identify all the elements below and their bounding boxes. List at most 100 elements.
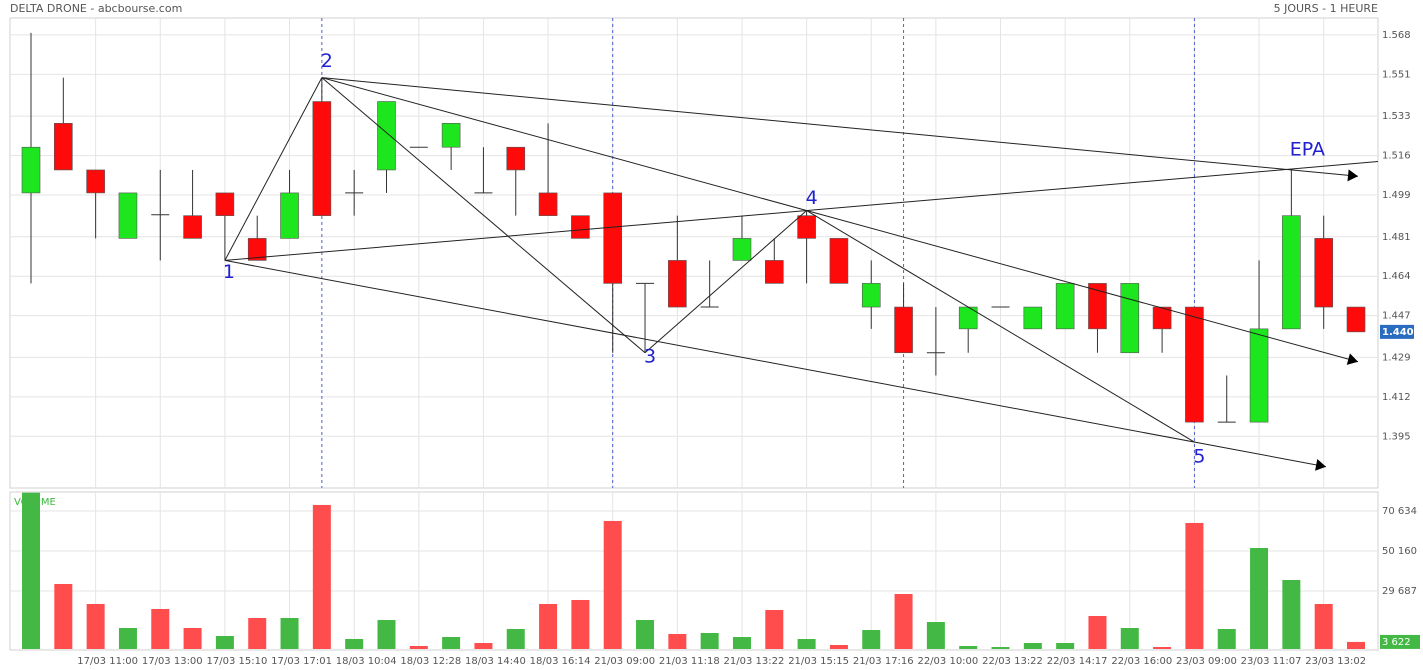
volume-bar	[636, 619, 655, 649]
x-tick-label: 22/03 14:17	[1047, 656, 1108, 667]
y-tick-label: 1.464	[1382, 271, 1411, 282]
pivot-label: 2	[321, 50, 333, 72]
pivot-label: 1	[223, 261, 235, 283]
y-tick-label: 29 687	[1382, 586, 1417, 597]
candle-body	[215, 192, 235, 216]
y-tick-label: 1.395	[1382, 431, 1411, 442]
candle-body	[1055, 283, 1075, 330]
volume-panel	[9, 491, 1379, 651]
y-tick-label: 1.412	[1382, 392, 1411, 403]
volume-bar	[118, 627, 137, 649]
volume-bar	[1314, 603, 1333, 649]
volume-bar	[183, 627, 202, 649]
y-tick-label: 1.516	[1382, 151, 1411, 162]
last-price-label: 1.440	[1382, 327, 1414, 338]
candle-body	[571, 215, 590, 239]
volume-bar	[474, 643, 493, 649]
trend-line	[321, 77, 646, 354]
x-tick-label: 17/03 15:10	[206, 656, 267, 667]
volume-bar	[1088, 615, 1107, 649]
y-tick-label: 1.429	[1382, 352, 1411, 363]
volume-bar	[506, 628, 525, 649]
volume-bar	[732, 637, 751, 649]
volume-bar	[1056, 643, 1075, 649]
candle-body	[506, 146, 526, 171]
candle-body	[1023, 306, 1043, 330]
x-tick-label: 17/03 17:01	[271, 656, 332, 667]
volume-bar	[1023, 643, 1042, 649]
volume-bar	[991, 647, 1010, 649]
x-tick-label: 22/03 10:00	[917, 656, 978, 667]
last-volume-label: 3 622	[1382, 637, 1411, 648]
trend-line	[224, 77, 323, 261]
arrow-head	[1315, 458, 1326, 471]
x-tick-label: 23/03 11:07	[1241, 656, 1302, 667]
trend-line	[321, 77, 1359, 363]
x-tick-label: 18/03 14:40	[465, 656, 526, 667]
candle-body	[1249, 328, 1269, 423]
candle-body	[538, 192, 558, 216]
y-tick-label: 70 634	[1382, 506, 1417, 517]
pivot-label: 3	[644, 345, 656, 367]
candle-body	[732, 238, 752, 261]
volume-bar	[215, 635, 234, 649]
volume-bar	[280, 617, 299, 649]
volume-bar	[797, 638, 816, 649]
candle-body	[54, 123, 73, 171]
candle-body	[829, 238, 849, 284]
volume-bar	[1153, 647, 1172, 649]
candle-body	[764, 260, 784, 284]
candle-body	[247, 238, 267, 261]
volume-bar	[829, 644, 848, 649]
arrow-head	[1346, 353, 1358, 365]
pivot-label: EPA	[1290, 138, 1325, 160]
volume-bar	[700, 632, 719, 649]
x-tick-label: 21/03 15:15	[788, 656, 849, 667]
candle-body	[183, 215, 202, 239]
volume-bar	[959, 645, 978, 649]
volume-bar	[312, 504, 331, 649]
volume-bar	[151, 608, 170, 649]
volume-bar	[668, 633, 687, 649]
trend-line	[644, 210, 807, 354]
candle-body	[1346, 306, 1366, 333]
x-tick-label: 22/03 16:00	[1111, 656, 1172, 667]
volume-bar	[894, 593, 913, 649]
y-tick-label: 1.447	[1382, 311, 1411, 322]
trend-line	[806, 210, 1195, 443]
y-tick-label: 1.499	[1382, 190, 1411, 201]
x-tick-label: 18/03 12:28	[400, 656, 461, 667]
candle-body	[1185, 306, 1204, 423]
last-price-box	[1380, 324, 1414, 339]
pivot-label: 5	[1193, 446, 1205, 468]
candle-body	[1152, 306, 1172, 330]
volume-bar	[248, 617, 267, 649]
candle-body	[1282, 215, 1301, 330]
x-tick-label: 17/03 13:00	[142, 656, 203, 667]
candle-body	[280, 192, 299, 239]
volume-bar	[539, 603, 558, 649]
volume-bar	[862, 629, 881, 649]
candle-body	[1088, 283, 1107, 330]
volume-bar	[1217, 628, 1236, 649]
volume-bar	[377, 619, 396, 649]
candle-body	[377, 101, 396, 171]
volume-bar	[765, 609, 784, 649]
chart-subtitle: 5 JOURS - 1 HEURE	[1274, 2, 1378, 15]
volume-bar	[345, 638, 364, 649]
volume-bar	[603, 520, 622, 649]
trend-line	[224, 259, 1327, 468]
x-tick-label: 18/03 10:04	[336, 656, 397, 667]
x-tick-label: 17/03 11:00	[77, 656, 138, 667]
candle-body	[668, 260, 687, 308]
candle-body	[797, 215, 816, 239]
last-volume-box	[1380, 634, 1420, 649]
x-tick-label: 21/03 17:16	[853, 656, 914, 667]
y-tick-label: 1.481	[1382, 232, 1411, 243]
volume-bar	[86, 603, 105, 649]
candle-body	[86, 169, 105, 194]
volume-bar	[1185, 522, 1204, 649]
candle-body	[1120, 283, 1140, 354]
y-tick-label: 1.551	[1382, 69, 1411, 80]
